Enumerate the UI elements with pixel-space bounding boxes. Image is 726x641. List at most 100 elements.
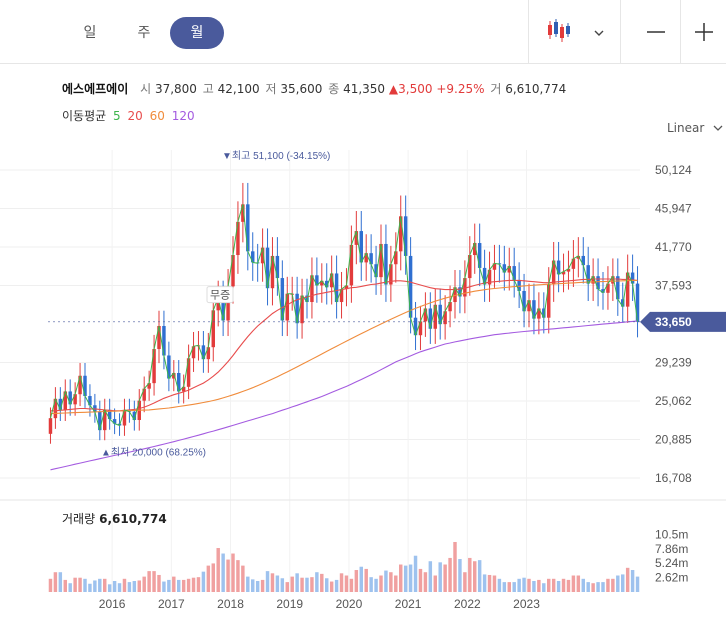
candle-body: [468, 255, 472, 279]
low-annotation: ▲최저 20,000 (68.25%): [101, 447, 206, 459]
candle-body: [63, 391, 67, 410]
candle-body: [625, 272, 630, 307]
change-percent: +9.25%: [436, 82, 485, 96]
volume-bar: [547, 578, 551, 592]
volume-bar: [88, 583, 92, 592]
volume-bar: [487, 574, 492, 592]
x-axis-tick-label: 2021: [395, 597, 422, 611]
candle-body: [112, 419, 117, 424]
candle-body: [305, 295, 309, 303]
moving-average-label: 이동평균: [62, 109, 107, 123]
volume-bar: [635, 576, 640, 592]
candle-body: [364, 253, 368, 263]
candle-body: [58, 398, 63, 410]
candle-body: [487, 269, 492, 285]
candle-body: [241, 204, 245, 222]
candle-body: [596, 276, 600, 290]
candle-body: [477, 243, 482, 268]
volume-bar: [147, 571, 151, 592]
volume-bar: [443, 564, 447, 592]
volume-bar: [473, 561, 477, 592]
candle-body: [448, 302, 452, 312]
volume-bar: [433, 575, 437, 592]
candle-body: [630, 272, 635, 284]
volume-bar: [107, 584, 112, 592]
candle-body: [423, 308, 428, 322]
volume-bar: [399, 564, 403, 592]
candle-body: [334, 273, 339, 303]
volume-bar: [186, 578, 191, 592]
candlestick-icon[interactable]: [544, 18, 574, 44]
volume-bar: [305, 577, 309, 592]
candle-body: [428, 308, 433, 329]
volume-bar: [260, 579, 265, 592]
candle-body: [216, 297, 220, 311]
volume-bar: [344, 575, 349, 592]
candle-body: [507, 266, 511, 273]
chevron-down-icon[interactable]: [592, 25, 606, 37]
moving-average-legend[interactable]: 이동평균 5 20 60 120: [62, 107, 195, 124]
candle-body: [265, 247, 270, 289]
candle-body: [300, 295, 304, 324]
volume-bar: [112, 581, 117, 592]
close-value: 41,350: [343, 82, 386, 96]
volume-bar: [167, 579, 171, 592]
volume-bar: [532, 581, 536, 592]
high-annotation: ▼최고 51,100 (-34.15%): [222, 150, 330, 162]
volume-bar: [221, 553, 225, 592]
volume-bar: [315, 572, 319, 592]
candle-body: [438, 304, 442, 325]
plus-icon[interactable]: [693, 21, 715, 43]
candle-body: [463, 278, 467, 297]
volume-title-label: 거래량: [62, 512, 96, 526]
low-label: 저: [265, 82, 277, 96]
volume-bar: [152, 571, 156, 592]
candle-body: [418, 321, 423, 336]
open-label: 시: [140, 82, 152, 96]
toolbar-divider: [620, 0, 621, 64]
volume-bar: [177, 579, 181, 592]
candle-body: [561, 271, 566, 275]
volume-bar: [596, 582, 600, 592]
volume-bar: [241, 565, 245, 592]
candle-body: [53, 398, 58, 419]
volume-bar: [512, 582, 516, 592]
volume-bar: [295, 573, 299, 592]
candle-body: [83, 375, 87, 397]
candle-body: [443, 311, 447, 325]
volume-bar: [191, 577, 196, 592]
volume-bar: [428, 561, 433, 592]
tab-weekly[interactable]: 주: [137, 25, 151, 41]
minus-icon[interactable]: [645, 22, 667, 42]
candle-body: [310, 275, 314, 303]
volume-bar: [492, 575, 497, 592]
volume-bar: [556, 581, 561, 592]
candle-body: [78, 375, 82, 395]
tab-daily[interactable]: 일: [83, 25, 97, 41]
volume-bar: [507, 582, 511, 592]
candle-body: [502, 264, 507, 273]
x-axis-tick-label: 2023: [513, 597, 540, 611]
y-axis-tick-label: 16,708: [655, 471, 692, 485]
scale-selector[interactable]: Linear: [667, 121, 724, 135]
volume-bar: [255, 581, 260, 592]
candle-body: [492, 263, 497, 270]
volume-bar: [389, 572, 393, 592]
volume-bar: [468, 557, 472, 592]
candle-body: [532, 300, 536, 319]
volume-bar: [517, 578, 521, 592]
candle-body: [285, 293, 289, 321]
volume-bar: [527, 578, 531, 592]
volume-bar: [630, 570, 635, 592]
volume-bar: [611, 578, 615, 592]
y-axis-tick-label: 37,593: [655, 279, 692, 293]
tab-monthly[interactable]: 월: [170, 17, 224, 49]
candle-body: [374, 264, 378, 278]
volume-bar: [621, 574, 625, 592]
candle-body: [458, 287, 462, 297]
candle-body: [601, 289, 605, 293]
volume-bar: [625, 567, 630, 592]
candle-body: [433, 304, 437, 329]
candle-body: [616, 276, 620, 300]
